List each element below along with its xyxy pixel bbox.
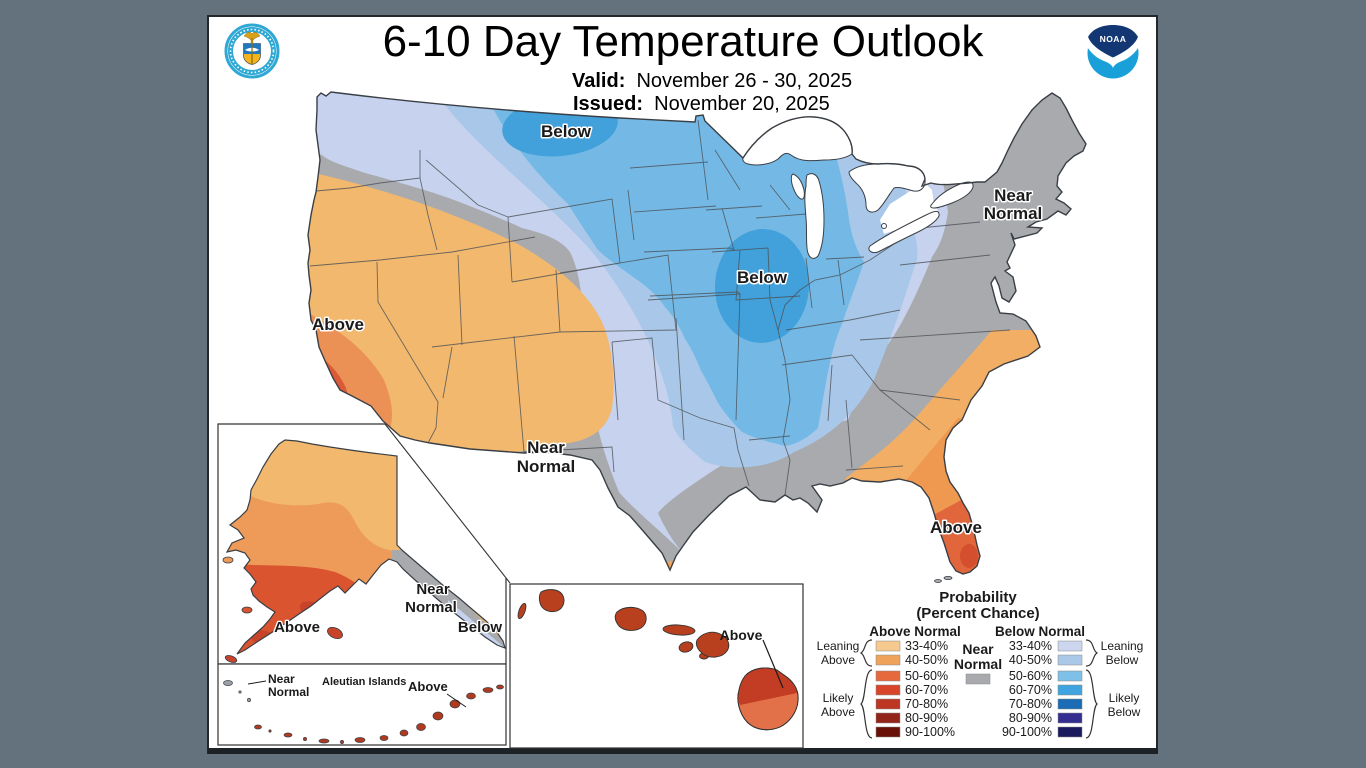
svg-text:Near: Near xyxy=(994,186,1032,205)
svg-text:50-60%: 50-60% xyxy=(905,669,948,683)
svg-text:Probability: Probability xyxy=(939,589,1017,606)
svg-text:70-80%: 70-80% xyxy=(1009,697,1052,711)
svg-text:Above: Above xyxy=(821,705,855,719)
svg-text:50-60%: 50-60% xyxy=(1009,669,1052,683)
svg-text:Normal: Normal xyxy=(984,204,1043,223)
svg-text:Above: Above xyxy=(312,315,364,334)
svg-text:Near: Near xyxy=(268,672,295,686)
svg-text:80-90%: 80-90% xyxy=(905,711,948,725)
svg-text:Likely: Likely xyxy=(1109,691,1140,705)
svg-text:(Percent Chance): (Percent Chance) xyxy=(916,605,1039,622)
svg-text:90-100%: 90-100% xyxy=(1002,725,1052,739)
svg-text:Above: Above xyxy=(821,653,855,667)
svg-text:Above: Above xyxy=(274,619,320,636)
svg-text:60-70%: 60-70% xyxy=(1009,683,1052,697)
svg-text:Near: Near xyxy=(527,438,565,457)
svg-text:Below: Below xyxy=(1106,653,1139,667)
svg-text:70-80%: 70-80% xyxy=(905,697,948,711)
svg-text:40-50%: 40-50% xyxy=(1009,653,1052,667)
svg-text:Near: Near xyxy=(416,581,450,598)
svg-text:Below: Below xyxy=(458,619,503,636)
svg-text:Issued: November 20, 2025: Issued: November 20, 2025 xyxy=(573,93,830,115)
svg-text:6-10 Day Temperature Outlook: 6-10 Day Temperature Outlook xyxy=(383,17,985,66)
svg-text:Above Normal: Above Normal xyxy=(869,624,961,639)
svg-text:Aleutian Islands: Aleutian Islands xyxy=(322,676,406,688)
svg-text:90-100%: 90-100% xyxy=(905,725,955,739)
svg-text:Normal: Normal xyxy=(954,656,1002,672)
svg-text:Leaning: Leaning xyxy=(817,639,860,653)
svg-text:Normal: Normal xyxy=(517,457,576,476)
svg-text:Above: Above xyxy=(408,679,448,694)
svg-text:Above: Above xyxy=(930,518,982,537)
svg-text:Normal: Normal xyxy=(405,599,457,616)
svg-text:33-40%: 33-40% xyxy=(905,639,948,653)
svg-text:60-70%: 60-70% xyxy=(905,683,948,697)
svg-text:Leaning: Leaning xyxy=(1101,639,1144,653)
svg-text:Near: Near xyxy=(962,641,994,657)
svg-text:Below: Below xyxy=(737,268,788,287)
svg-text:40-50%: 40-50% xyxy=(905,653,948,667)
svg-text:Below Normal: Below Normal xyxy=(995,624,1085,639)
svg-text:Below: Below xyxy=(541,122,592,141)
svg-text:Valid: November 26 - 30, 2025: Valid: November 26 - 30, 2025 xyxy=(572,70,852,92)
svg-text:NOAA: NOAA xyxy=(1100,34,1127,44)
svg-text:80-90%: 80-90% xyxy=(1009,711,1052,725)
svg-text:Likely: Likely xyxy=(823,691,854,705)
svg-text:Normal: Normal xyxy=(268,685,309,699)
svg-text:Below: Below xyxy=(1108,705,1141,719)
svg-text:33-40%: 33-40% xyxy=(1009,639,1052,653)
svg-text:Above: Above xyxy=(720,627,763,643)
